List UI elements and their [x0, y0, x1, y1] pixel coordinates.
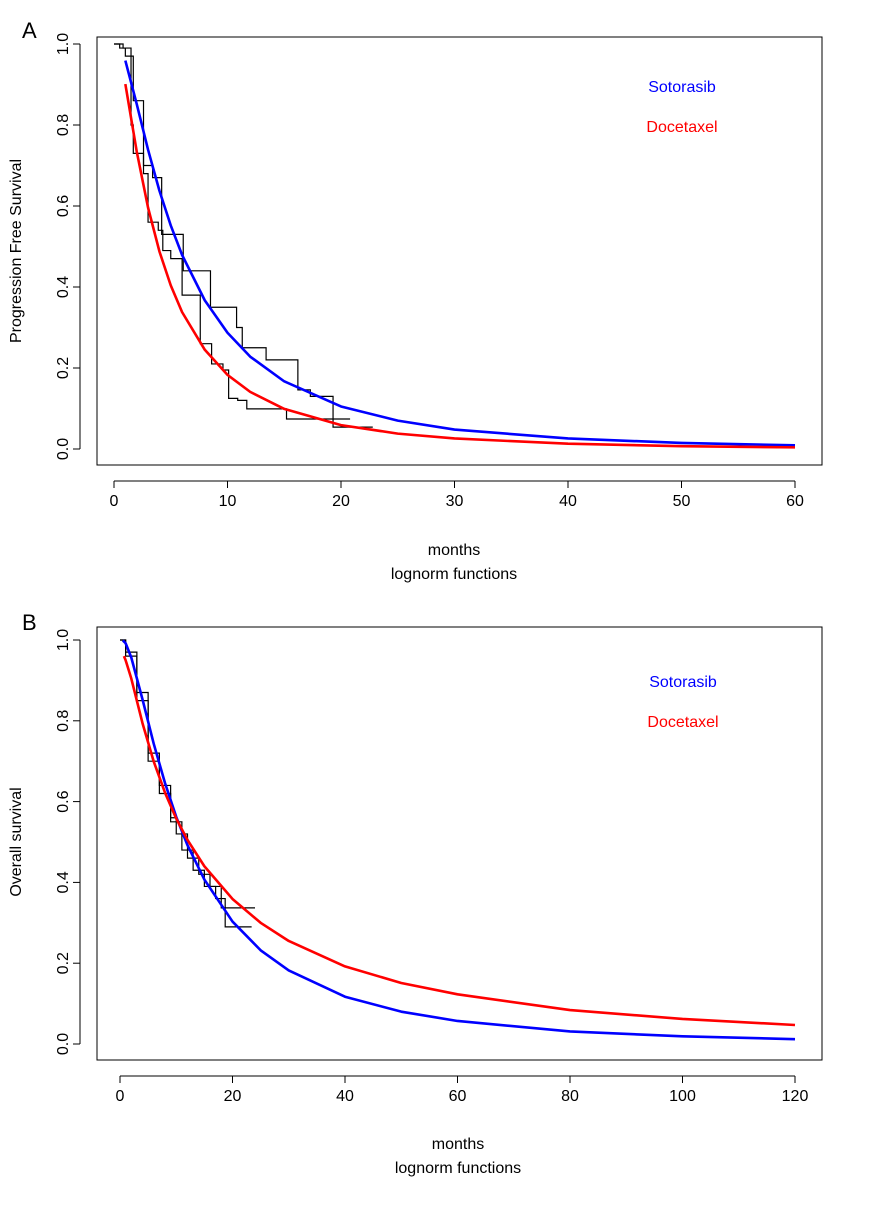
legend-sotorasib: Sotorasib	[648, 79, 716, 96]
km-step-curve-1	[120, 639, 255, 909]
x-tick-label: 40	[336, 1088, 354, 1105]
km-step-curve-2	[120, 639, 252, 928]
plot-frame	[96, 36, 823, 466]
fitted-curve-sotorasib	[121, 639, 796, 1041]
x-tick-label: 0	[116, 1088, 125, 1105]
x-tick-label: 100	[669, 1088, 696, 1105]
x-tick-label: 60	[449, 1088, 467, 1105]
plot-frame	[96, 626, 823, 1061]
km-step-curve-1	[114, 43, 373, 428]
x-tick-label: 40	[559, 493, 577, 510]
x-tick-label: 20	[332, 493, 350, 510]
fitted-curve-sotorasib	[124, 60, 796, 447]
y-tick-label: 0.6	[55, 195, 72, 217]
x-tick-label: 0	[110, 493, 119, 510]
legend-docetaxel: Docetaxel	[647, 714, 718, 731]
panel-b-os: B months lognorm functions Overall survi…	[8, 610, 823, 1177]
panel-label: B	[22, 610, 37, 635]
x-tick-label: 30	[446, 493, 464, 510]
x-axis-label: months	[428, 542, 480, 559]
y-axis-label: Overall survival	[8, 787, 25, 896]
fitted-curve-docetaxel	[124, 83, 796, 449]
panel-a-pfs: A months lognorm functions Progression F…	[8, 18, 823, 583]
x-tick-label: 120	[782, 1088, 809, 1105]
y-tick-label: 0.2	[55, 357, 72, 379]
y-tick-label: 0.8	[55, 114, 72, 136]
panel-label: A	[22, 18, 37, 43]
km-step-curve-2	[114, 43, 351, 420]
x-tick-label: 50	[673, 493, 691, 510]
x-tick-label: 10	[219, 493, 237, 510]
legend-sotorasib: Sotorasib	[649, 674, 717, 691]
x-tick-label: 60	[786, 493, 804, 510]
x-axis-sublabel: lognorm functions	[391, 566, 517, 583]
y-tick-label: 1.0	[55, 629, 72, 651]
y-tick-label: 0.6	[55, 790, 72, 812]
y-tick-label: 1.0	[55, 33, 72, 55]
y-axis-label: Progression Free Survival	[8, 159, 25, 343]
y-tick-label: 0.4	[55, 871, 72, 893]
y-tick-label: 0.8	[55, 710, 72, 732]
legend-docetaxel: Docetaxel	[646, 119, 717, 136]
x-tick-label: 20	[224, 1088, 242, 1105]
y-tick-label: 0.4	[55, 276, 72, 298]
x-axis-label: months	[432, 1136, 484, 1153]
x-tick-label: 80	[561, 1088, 579, 1105]
fitted-curve-docetaxel	[122, 655, 796, 1027]
x-axis-sublabel: lognorm functions	[395, 1160, 521, 1177]
y-tick-label: 0.2	[55, 952, 72, 974]
y-tick-label: 0.0	[55, 1033, 72, 1055]
y-tick-label: 0.0	[55, 438, 72, 460]
